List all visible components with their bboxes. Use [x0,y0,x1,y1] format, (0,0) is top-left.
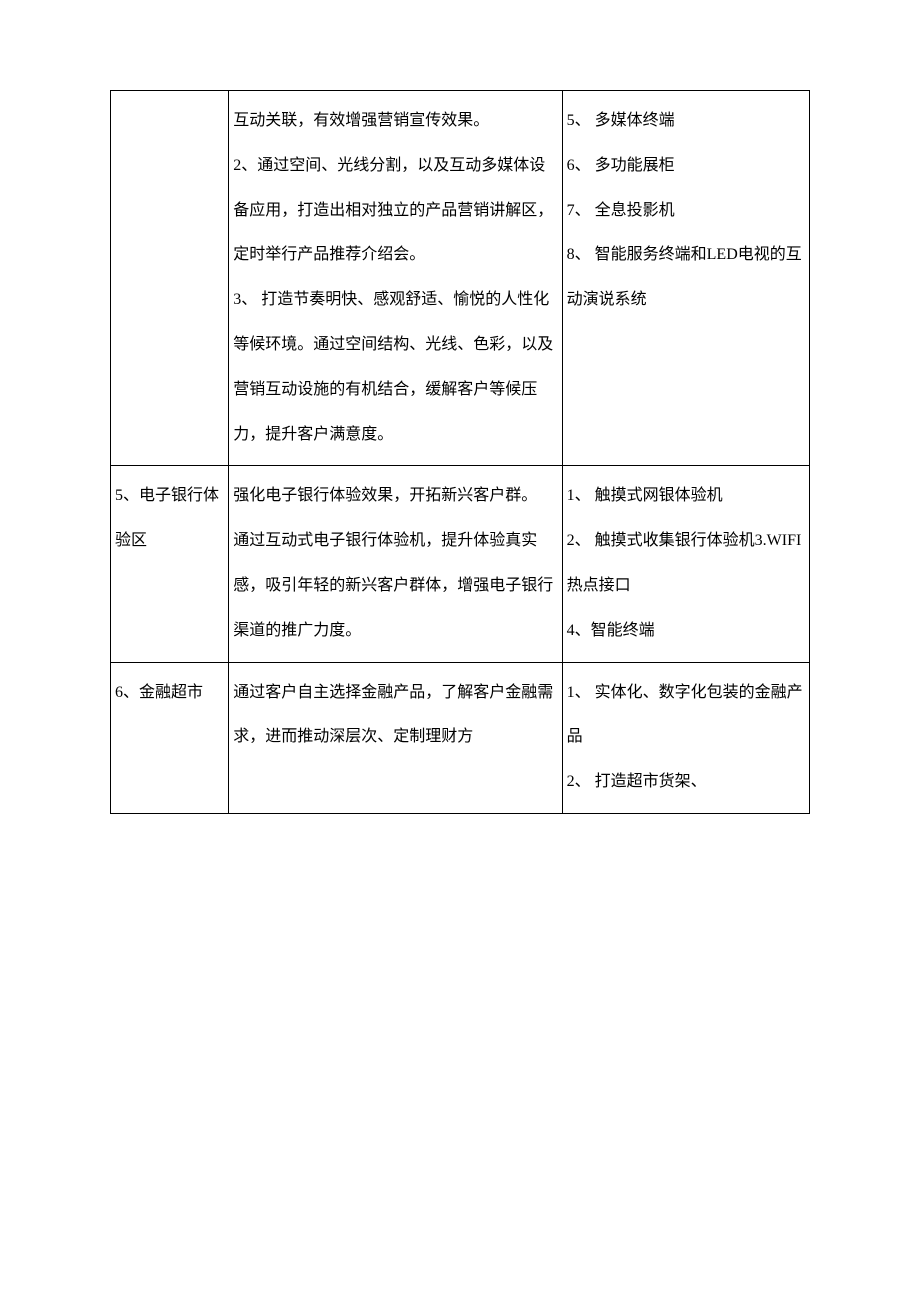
cell-text: 6、金融超市 [115,671,224,716]
cell-text: 1、 实体化、数字化包装的金融产品 2、 打造超市货架、 [567,671,805,805]
cell-text: 1、 触摸式网银体验机 2、 触摸式收集银行体验机3.WIFI热点接口 4、智能… [567,474,805,653]
cell-area-name [111,91,229,466]
table-row: 6、金融超市 通过客户自主选择金融产品，了解客户金融需求，进而推动深层次、定制理… [111,662,810,813]
cell-area-name: 5、电子银行体验区 [111,466,229,662]
document-page: 互动关联，有效增强营销宣传效果。 2、通过空间、光线分割，以及互动多媒体设备应用… [0,0,920,914]
table-row: 互动关联，有效增强营销宣传效果。 2、通过空间、光线分割，以及互动多媒体设备应用… [111,91,810,466]
cell-area-name: 6、金融超市 [111,662,229,813]
cell-equipment: 1、 实体化、数字化包装的金融产品 2、 打造超市货架、 [562,662,809,813]
cell-text: 5、 多媒体终端 6、 多功能展柜 7、 全息投影机 8、 智能服务终端和LED… [567,99,805,323]
cell-text: 通过客户自主选择金融产品，了解客户金融需求，进而推动深层次、定制理财方 [233,671,557,761]
table-row: 5、电子银行体验区 强化电子银行体验效果，开拓新兴客户群。 通过互动式电子银行体… [111,466,810,662]
cell-description: 强化电子银行体验效果，开拓新兴客户群。 通过互动式电子银行体验机，提升体验真实感… [229,466,562,662]
cell-text: 5、电子银行体验区 [115,474,224,564]
content-table: 互动关联，有效增强营销宣传效果。 2、通过空间、光线分割，以及互动多媒体设备应用… [110,90,810,814]
cell-equipment: 1、 触摸式网银体验机 2、 触摸式收集银行体验机3.WIFI热点接口 4、智能… [562,466,809,662]
cell-description: 通过客户自主选择金融产品，了解客户金融需求，进而推动深层次、定制理财方 [229,662,562,813]
cell-text: 互动关联，有效增强营销宣传效果。 2、通过空间、光线分割，以及互动多媒体设备应用… [233,99,557,457]
cell-description: 互动关联，有效增强营销宣传效果。 2、通过空间、光线分割，以及互动多媒体设备应用… [229,91,562,466]
cell-text: 强化电子银行体验效果，开拓新兴客户群。 通过互动式电子银行体验机，提升体验真实感… [233,474,557,653]
cell-equipment: 5、 多媒体终端 6、 多功能展柜 7、 全息投影机 8、 智能服务终端和LED… [562,91,809,466]
